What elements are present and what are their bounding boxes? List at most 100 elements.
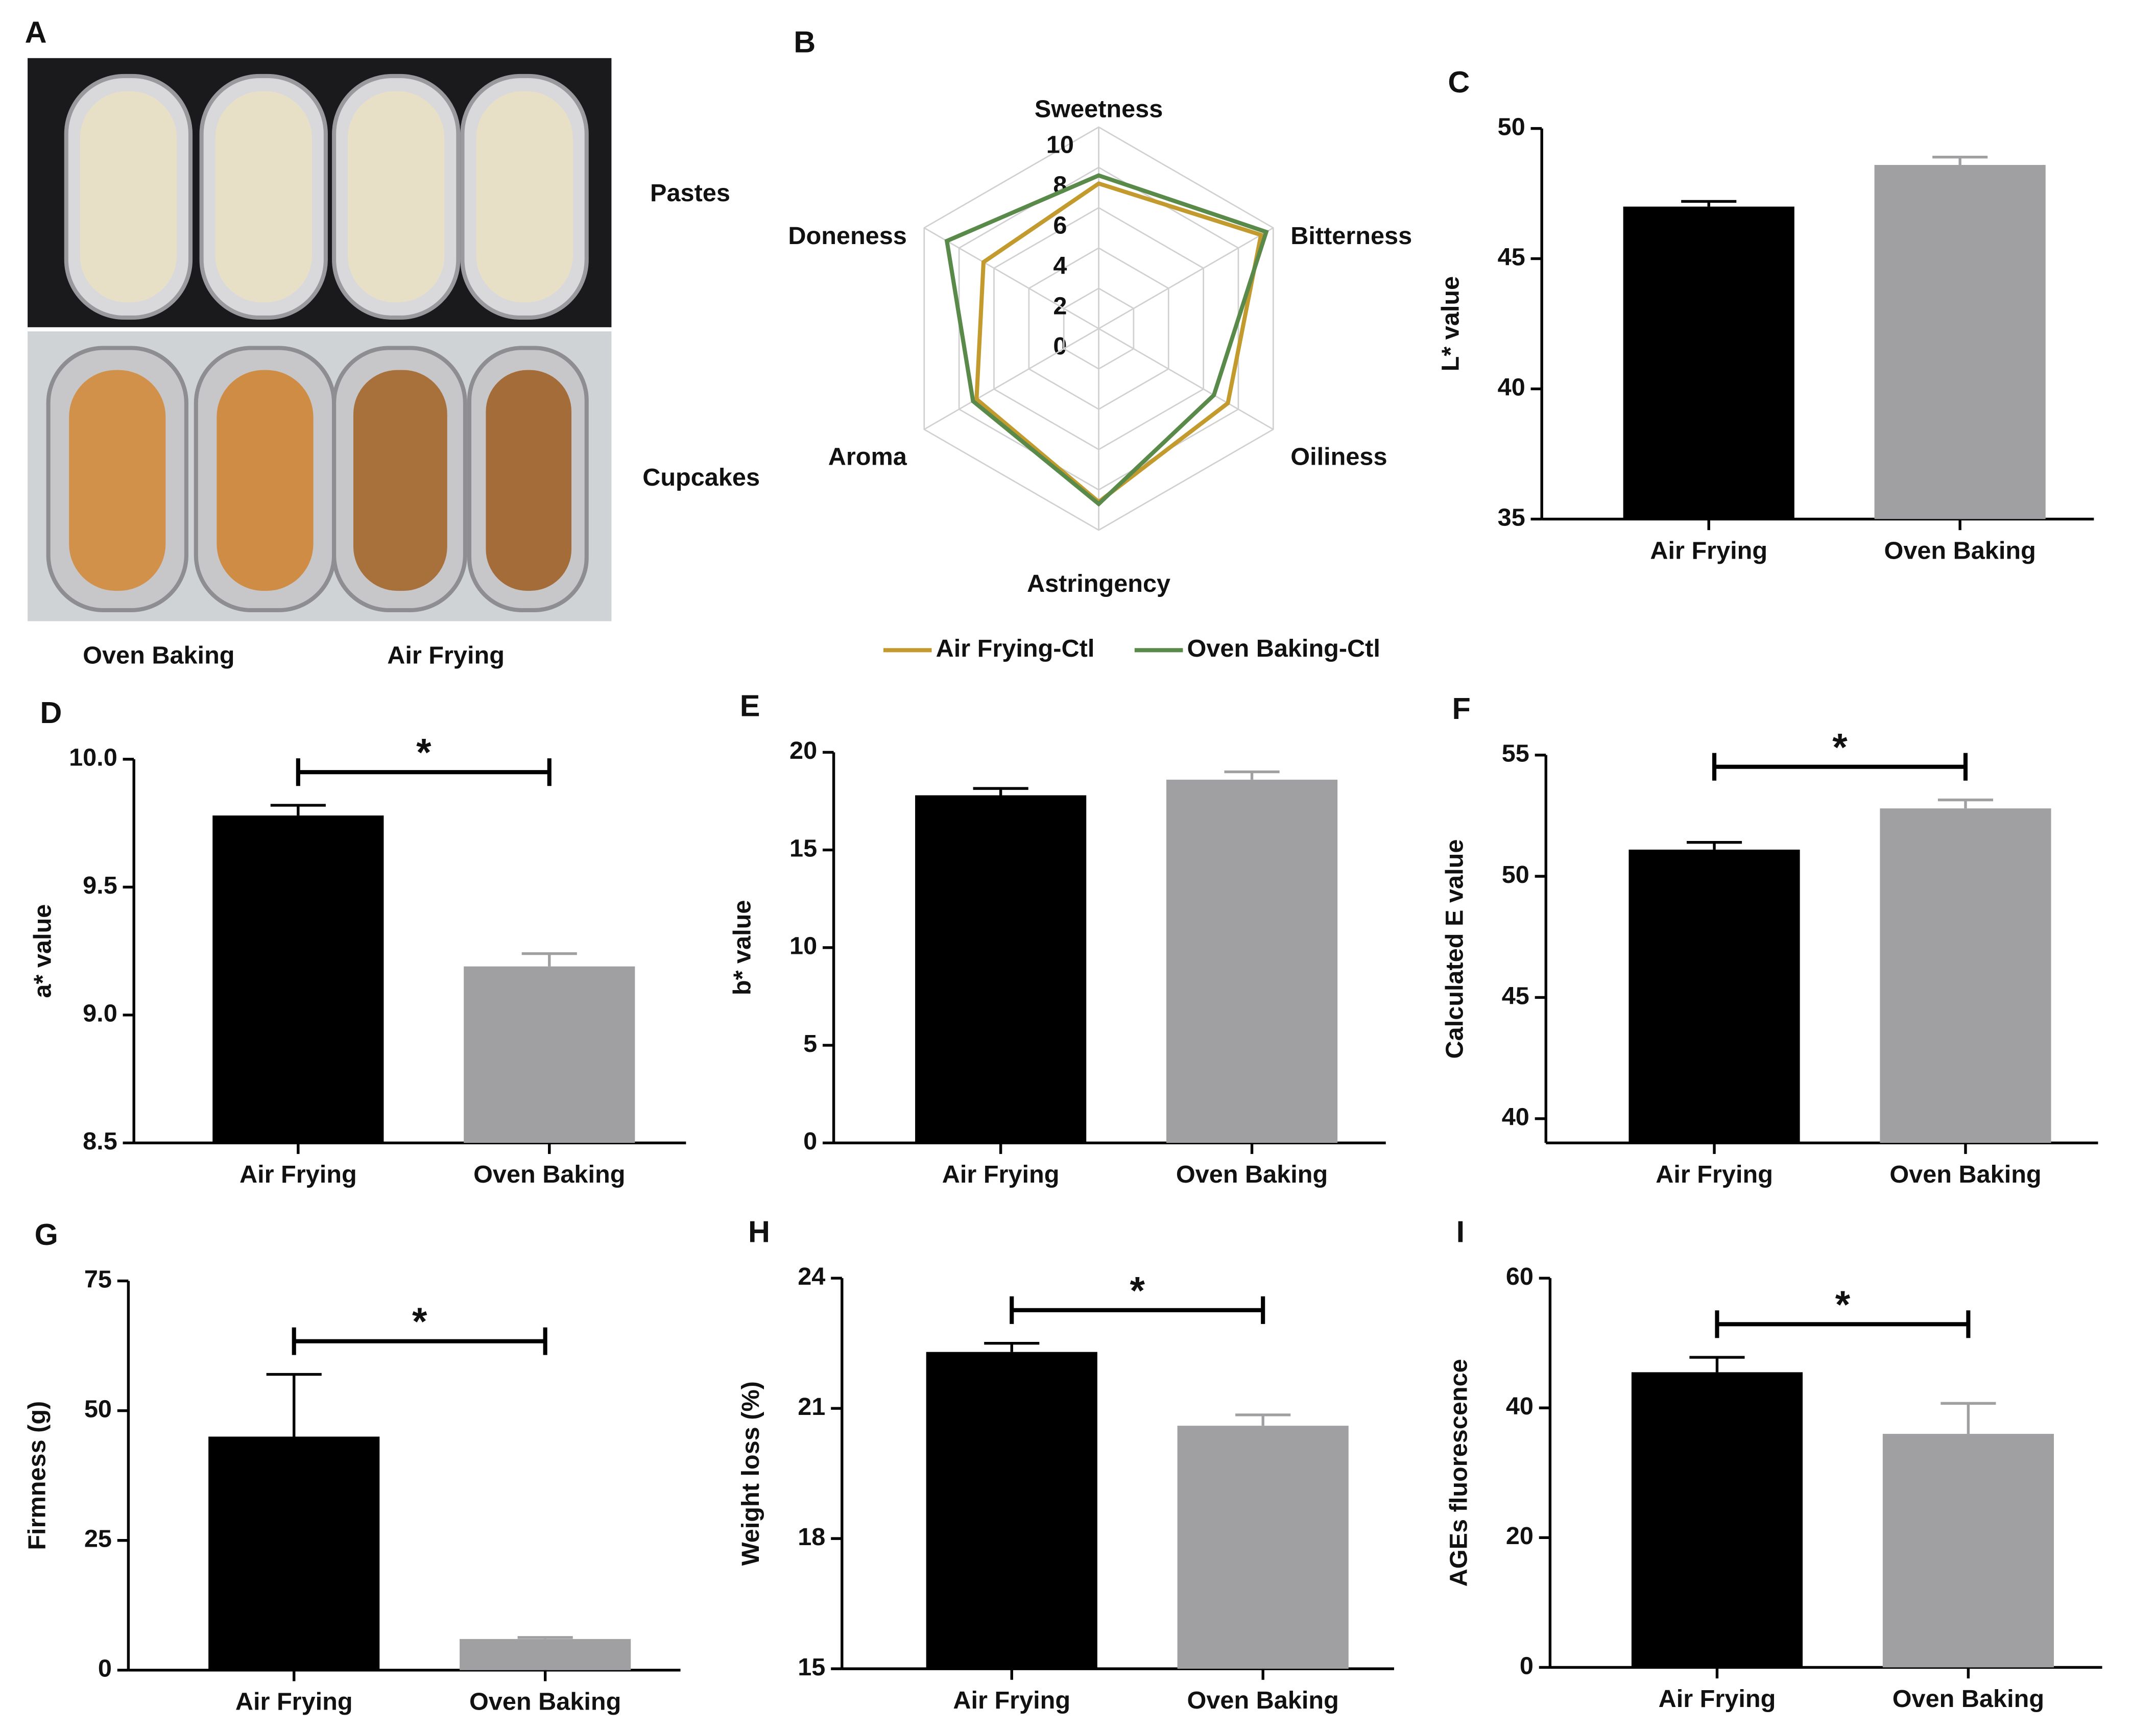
x-tick-label: Air Frying bbox=[1650, 537, 1767, 564]
y-tick-label: 10 bbox=[789, 932, 817, 960]
bar bbox=[464, 966, 635, 1143]
x-tick-label: Air Frying bbox=[942, 1161, 1060, 1188]
x-tick-label: Oven Baking bbox=[1889, 1161, 2041, 1188]
y-tick-label: 50 bbox=[1502, 861, 1529, 888]
y-tick-label: 35 bbox=[1498, 503, 1525, 531]
y-tick-label: 55 bbox=[1502, 740, 1529, 767]
axis-label: Astringency bbox=[1027, 570, 1170, 597]
y-tick-label: 15 bbox=[789, 834, 817, 862]
x-tick-label: Oven Baking bbox=[1187, 1687, 1339, 1714]
panel-letter: F bbox=[1452, 691, 1470, 726]
y-tick-label: 50 bbox=[84, 1396, 112, 1423]
y-axis-label: Weight loss (%) bbox=[737, 1381, 764, 1566]
y-tick-label: 21 bbox=[798, 1393, 825, 1421]
y-tick-label: 50 bbox=[1498, 113, 1525, 140]
y-tick-label: 45 bbox=[1502, 982, 1529, 1009]
bar bbox=[915, 795, 1087, 1143]
series-line bbox=[944, 173, 1269, 507]
axis-label: Aroma bbox=[828, 443, 907, 470]
significance: * bbox=[1835, 1283, 1851, 1327]
bar bbox=[1880, 808, 2051, 1143]
y-tick-label: 18 bbox=[798, 1523, 825, 1551]
x-tick-label: Oven Baking bbox=[473, 1161, 625, 1188]
x-tick-label: Oven Baking bbox=[1884, 537, 2036, 564]
photo-label: Air Frying bbox=[387, 642, 505, 669]
y-tick-label: 0 bbox=[1520, 1652, 1534, 1679]
y-axis-label: L* value bbox=[1436, 276, 1464, 372]
significance: * bbox=[412, 1300, 427, 1343]
cupcake bbox=[353, 370, 447, 591]
y-tick-label: 40 bbox=[1502, 1103, 1529, 1131]
spoke bbox=[924, 328, 1099, 430]
legend-label: Oven Baking-Ctl bbox=[1187, 635, 1380, 662]
axis-label: Oiliness bbox=[1290, 443, 1387, 470]
y-tick-label: 40 bbox=[1498, 373, 1525, 401]
x-tick-label: Oven Baking bbox=[469, 1688, 621, 1716]
bar bbox=[1166, 779, 1338, 1143]
bar bbox=[1882, 1434, 2054, 1668]
y-tick-label: 10.0 bbox=[69, 744, 117, 772]
r-tick-label: 4 bbox=[1053, 252, 1067, 279]
y-tick-label: 0 bbox=[803, 1127, 817, 1155]
y-axis-label: Calculated E value bbox=[1441, 839, 1468, 1059]
axis-label: Doneness bbox=[788, 222, 906, 250]
y-tick-label: 45 bbox=[1498, 243, 1525, 271]
y-tick-label: 20 bbox=[789, 737, 817, 764]
photo-panel: A Pastes Cupcakes Oven Baking Air Frying bbox=[25, 15, 760, 669]
bar bbox=[208, 1436, 380, 1670]
bar bbox=[460, 1639, 631, 1670]
x-tick-label: Air Frying bbox=[1659, 1685, 1776, 1713]
significance: * bbox=[416, 731, 432, 775]
r-tick-label: 10 bbox=[1046, 131, 1074, 159]
paste bbox=[348, 91, 445, 303]
photo-label: Oven Baking bbox=[83, 642, 234, 669]
panel-letter: I bbox=[1456, 1214, 1465, 1248]
y-tick-label: 5 bbox=[803, 1030, 817, 1057]
y-tick-label: 25 bbox=[84, 1525, 112, 1553]
y-tick-label: 60 bbox=[1506, 1263, 1534, 1290]
x-tick-label: Air Frying bbox=[235, 1688, 353, 1716]
bar bbox=[1623, 206, 1794, 519]
x-tick-label: Air Frying bbox=[1656, 1161, 1773, 1188]
cupcake bbox=[69, 370, 166, 591]
y-tick-label: 9.5 bbox=[83, 872, 117, 899]
panel-letter: A bbox=[25, 15, 47, 50]
series-line bbox=[974, 181, 1264, 505]
panel-letter: D bbox=[40, 695, 62, 730]
legend-label: Air Frying-Ctl bbox=[936, 635, 1095, 662]
significance: * bbox=[1832, 726, 1848, 769]
panel-letter: C bbox=[1448, 65, 1470, 99]
cupcake bbox=[217, 370, 314, 591]
x-tick-label: Air Frying bbox=[953, 1687, 1070, 1714]
bar bbox=[212, 815, 384, 1143]
paste bbox=[80, 91, 177, 303]
y-tick-label: 40 bbox=[1506, 1392, 1534, 1420]
y-tick-label: 75 bbox=[84, 1265, 112, 1293]
y-axis-label: AGEs fluorescence bbox=[1445, 1359, 1473, 1586]
photo-label: Pastes bbox=[650, 179, 730, 207]
x-tick-label: Oven Baking bbox=[1893, 1685, 2044, 1713]
y-tick-label: 8.5 bbox=[83, 1127, 117, 1155]
cupcake bbox=[486, 370, 572, 591]
panel-letter: B bbox=[794, 25, 816, 59]
axis-label: Sweetness bbox=[1035, 95, 1163, 123]
spoke bbox=[1098, 328, 1274, 430]
bar bbox=[1177, 1426, 1349, 1669]
spoke bbox=[1098, 227, 1274, 329]
y-tick-label: 20 bbox=[1506, 1522, 1534, 1550]
y-tick-label: 0 bbox=[98, 1655, 112, 1682]
spoke bbox=[924, 227, 1099, 329]
r-tick-label: 6 bbox=[1053, 211, 1067, 239]
bar bbox=[1874, 165, 2046, 519]
y-tick-label: 24 bbox=[798, 1263, 825, 1290]
panel-letter: E bbox=[740, 689, 760, 723]
bar bbox=[1631, 1372, 1803, 1668]
panel-letter: H bbox=[748, 1214, 770, 1248]
x-tick-label: Air Frying bbox=[239, 1161, 357, 1188]
photo-label: Cupcakes bbox=[642, 464, 760, 491]
y-tick-label: 9.0 bbox=[83, 1000, 117, 1027]
bar bbox=[1628, 849, 1800, 1143]
paste bbox=[476, 91, 573, 303]
